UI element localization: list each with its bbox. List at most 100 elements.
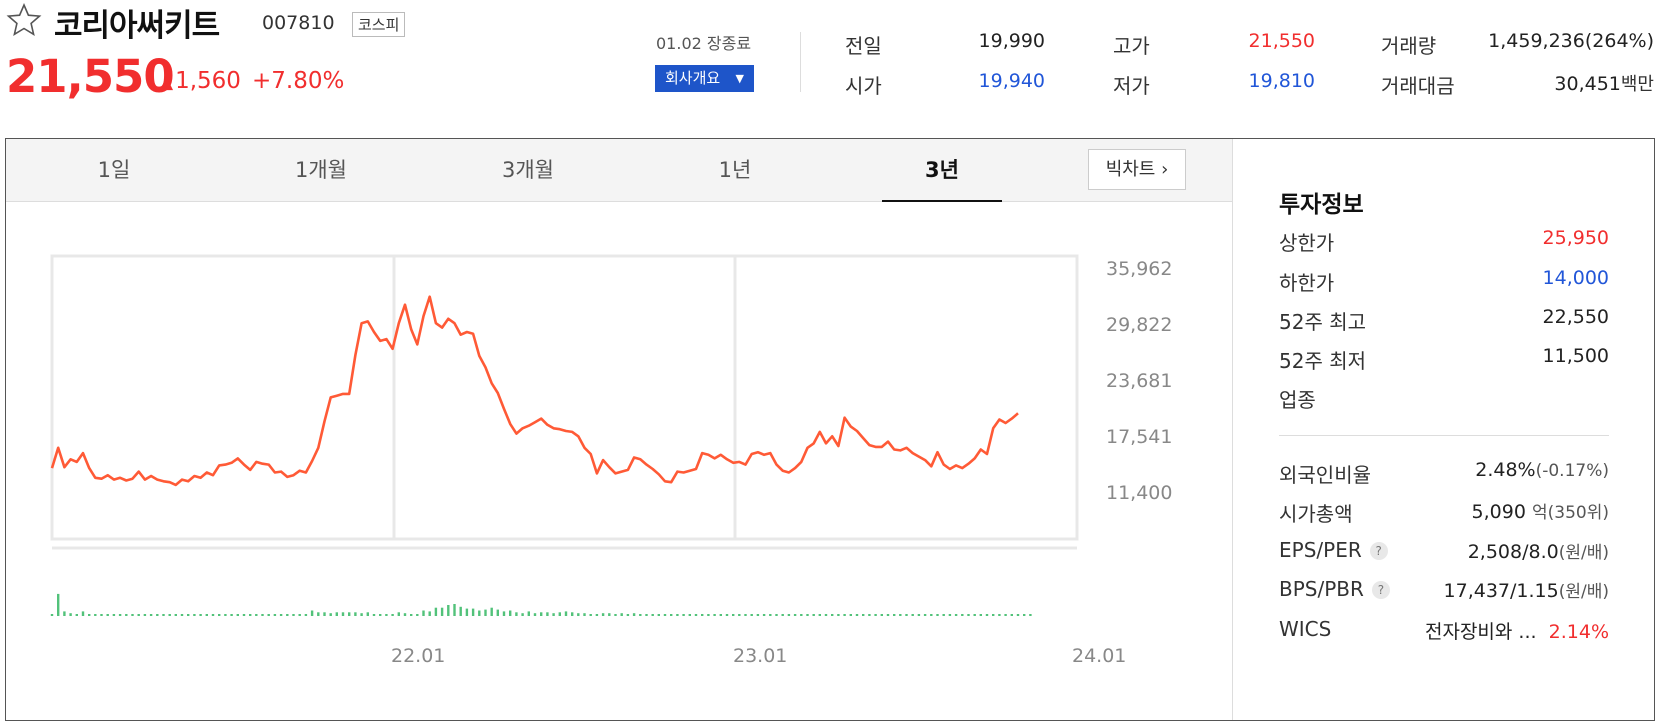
volume-bar (676, 614, 679, 616)
company-overview-button[interactable]: 회사개요 ▼ (655, 65, 754, 92)
volume-bar (725, 614, 729, 616)
volume-bar (948, 614, 952, 616)
volume-bar (112, 614, 116, 616)
volume-bar (874, 614, 877, 616)
volume-bar (738, 614, 741, 616)
current-price: 21,550 (6, 50, 175, 103)
volume-bar (1029, 614, 1032, 616)
question-circle-icon[interactable]: ? (1371, 581, 1390, 599)
volume-bar (193, 614, 196, 616)
volume-bar (211, 614, 215, 616)
volume-bar (242, 614, 246, 616)
volume-bar (335, 612, 338, 616)
volume-bar (75, 614, 78, 616)
upper-limit-value: 25,950 (1542, 227, 1609, 249)
volume-bar (410, 614, 413, 616)
volume-bar (849, 614, 852, 616)
volume-bar (707, 614, 710, 616)
volume-bar (762, 614, 766, 616)
volume-bar (484, 609, 487, 616)
stock-code: 007810 (262, 12, 335, 34)
wics-sector[interactable]: 전자장비와 ... (1424, 621, 1537, 643)
volume-bar (967, 614, 970, 616)
open-value: 19,940 (978, 70, 1045, 92)
volume-bar (886, 614, 890, 616)
volume-bar (905, 614, 908, 616)
low52-label: 52주 최저 (1279, 349, 1367, 373)
volume-bar (521, 613, 524, 616)
bigchart-button[interactable]: 빅차트 › (1088, 149, 1186, 190)
volume-bar (558, 612, 561, 616)
volume-bar (793, 614, 797, 616)
volume-bar (478, 610, 481, 616)
invest-info-title: 투자정보 (1279, 192, 1364, 218)
volume-bar (868, 614, 871, 616)
volume-bar (279, 614, 283, 616)
volume-bar (806, 614, 809, 616)
divider (800, 32, 801, 92)
low52-value: 11,500 (1542, 345, 1609, 367)
volume-bar (323, 612, 326, 616)
market-cap-value: 5,090 억(350위) (1472, 498, 1609, 523)
volume-bar (137, 614, 140, 616)
eps-per-number: 2,508/8.0 (1467, 541, 1559, 563)
volume-bar (397, 612, 400, 616)
market-cap-number: 5,090 (1471, 501, 1526, 523)
wics-value[interactable]: 전자장비와 ... 2.14% (1425, 617, 1609, 644)
price-chart[interactable]: 35,962 29,822 23,681 17,541 11,400 22.01… (6, 202, 1232, 720)
volume-bar (187, 614, 190, 616)
volume-bar (800, 614, 803, 616)
tab-1day[interactable]: 1일 (97, 158, 131, 182)
bps-pbr-unit: (원/배) (1558, 582, 1609, 602)
volume-bar (936, 614, 939, 616)
volume-bar (552, 613, 555, 616)
volume-bar (961, 614, 964, 616)
high52-value: 22,550 (1542, 306, 1609, 328)
upper-limit-row: 상한가 25,950 (1279, 227, 1609, 255)
volume-bar (750, 614, 753, 616)
eps-per-row: EPS/PER? 2,508/8.0(원/배) (1279, 538, 1609, 564)
amount-label: 거래대금 (1381, 74, 1455, 98)
change-rate: +7.80% (252, 68, 345, 94)
bps-pbr-number: 17,437/1.15 (1443, 580, 1559, 602)
volume-bar (571, 612, 574, 616)
tab-3year[interactable]: 3년 (882, 139, 1002, 202)
volume-bar (162, 614, 165, 616)
volume-bar (304, 614, 308, 616)
volume-bar (471, 608, 475, 616)
volume-bar (100, 614, 103, 616)
volume-bar (899, 614, 902, 616)
volume-bar (372, 614, 376, 616)
star-outline-icon[interactable] (6, 2, 42, 38)
upper-limit-label: 상한가 (1279, 231, 1335, 255)
volume-bar (942, 614, 945, 616)
volume-bar (781, 614, 784, 616)
market-cap-unit: 억(350위) (1532, 503, 1609, 523)
volume-bar (391, 614, 394, 616)
volume-bar (775, 614, 778, 616)
volume-bar (447, 605, 450, 616)
wics-rate: 2.14% (1548, 621, 1609, 643)
question-circle-icon[interactable]: ? (1369, 542, 1388, 560)
volume-value: 1,459,236(264%) (1488, 30, 1654, 52)
volume-bar (509, 610, 512, 616)
session-status: 01.02 장종료 (656, 34, 752, 53)
sector-label: 업종 (1279, 388, 1316, 412)
market-cap-row: 시가총액 5,090 억(350위) (1279, 498, 1609, 526)
volume-bar (688, 614, 691, 616)
tab-3month[interactable]: 3개월 (501, 158, 554, 182)
amount-value: 30,451백만 (1455, 70, 1654, 96)
volume-bar (118, 614, 122, 616)
volume-bar (1023, 614, 1026, 616)
volume-bar (911, 614, 914, 616)
tab-1month[interactable]: 1개월 (294, 158, 347, 182)
volume-bar (496, 609, 499, 616)
amount-number: 30,451 (1554, 73, 1621, 95)
volume-bar (267, 614, 270, 616)
tab-1year[interactable]: 1년 (718, 158, 752, 182)
amount-unit: 백만 (1620, 74, 1654, 95)
invest-info-panel: 투자정보 상한가 25,950 하한가 14,000 52주 최고 22,550… (1232, 139, 1654, 720)
volume-bar (50, 614, 54, 616)
volume-bar (149, 614, 153, 616)
wics-row: WICS 전자장비와 ... 2.14% (1279, 617, 1609, 643)
